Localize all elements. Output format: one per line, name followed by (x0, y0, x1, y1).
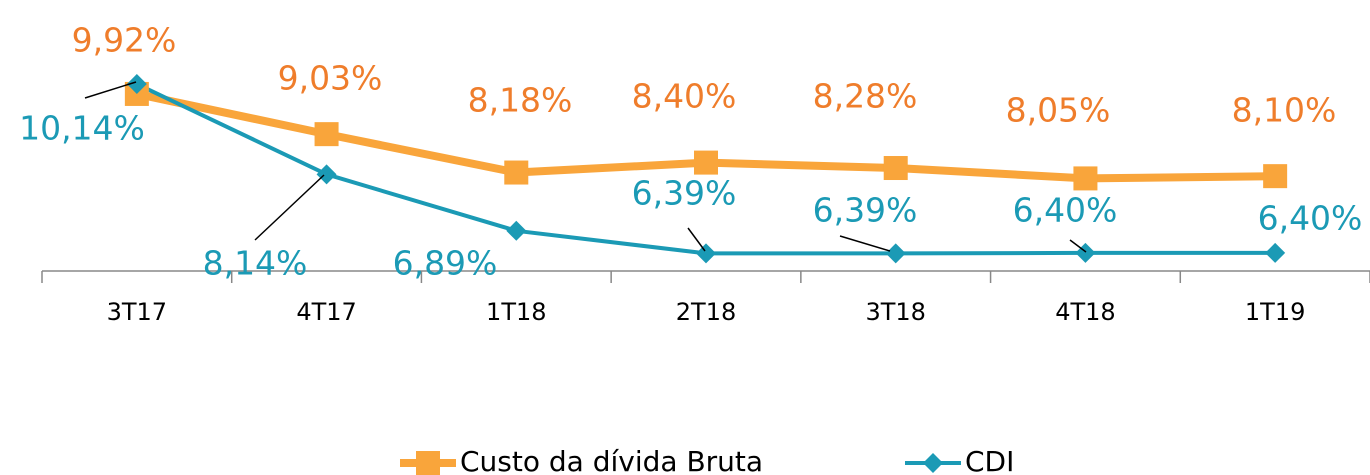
data-label: 8,10% (1232, 91, 1337, 130)
data-label: 10,14% (19, 109, 145, 148)
legend-label: CDI (965, 445, 1014, 475)
marker (1263, 164, 1288, 189)
marker (316, 164, 337, 185)
data-label: 6,89% (393, 244, 498, 283)
data-label: 8,18% (468, 81, 573, 120)
x-tick-label: 1T19 (1245, 298, 1305, 326)
leader-line (1069, 239, 1087, 253)
data-label: 6,40% (1258, 199, 1363, 238)
data-label: 8,40% (632, 77, 737, 116)
x-tick-label: 4T17 (296, 298, 356, 326)
x-tick-label: 2T18 (676, 298, 736, 326)
x-tick-label: 1T18 (486, 298, 546, 326)
marker (883, 156, 908, 181)
legend-label: Custo da dívida Bruta (460, 445, 763, 475)
marker (1073, 166, 1098, 191)
marker (696, 243, 716, 264)
x-tick-label: 3T17 (107, 298, 167, 326)
data-label: 9,92% (72, 21, 177, 60)
data-label: 6,39% (813, 191, 918, 230)
legend-marker (923, 453, 943, 473)
leader-line (687, 227, 706, 252)
leader-line (84, 81, 137, 99)
legend-marker (416, 451, 440, 475)
marker (1265, 242, 1286, 263)
marker (314, 122, 339, 147)
data-label: 8,14% (203, 244, 308, 283)
leader-line (254, 174, 325, 241)
marker (126, 74, 147, 95)
marker (694, 150, 718, 175)
x-tick-label: 3T18 (865, 298, 925, 326)
marker (885, 243, 906, 264)
data-label: 9,03% (278, 59, 383, 98)
data-label: 8,28% (813, 77, 918, 116)
data-label: 6,39% (632, 174, 737, 213)
marker (506, 220, 527, 241)
data-label: 6,40% (1013, 191, 1118, 230)
data-label: 8,05% (1006, 91, 1111, 130)
leader-line (839, 235, 891, 252)
x-tick-label: 4T18 (1055, 298, 1115, 326)
marker (504, 160, 529, 185)
